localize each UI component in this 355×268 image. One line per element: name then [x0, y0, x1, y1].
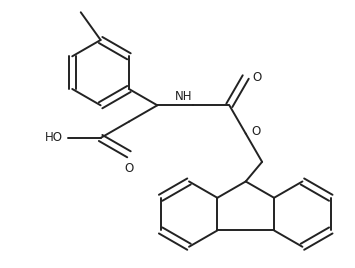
Text: HO: HO [45, 132, 63, 144]
Text: O: O [252, 125, 261, 138]
Text: O: O [253, 70, 262, 84]
Text: NH: NH [175, 90, 192, 103]
Text: O: O [124, 162, 133, 175]
